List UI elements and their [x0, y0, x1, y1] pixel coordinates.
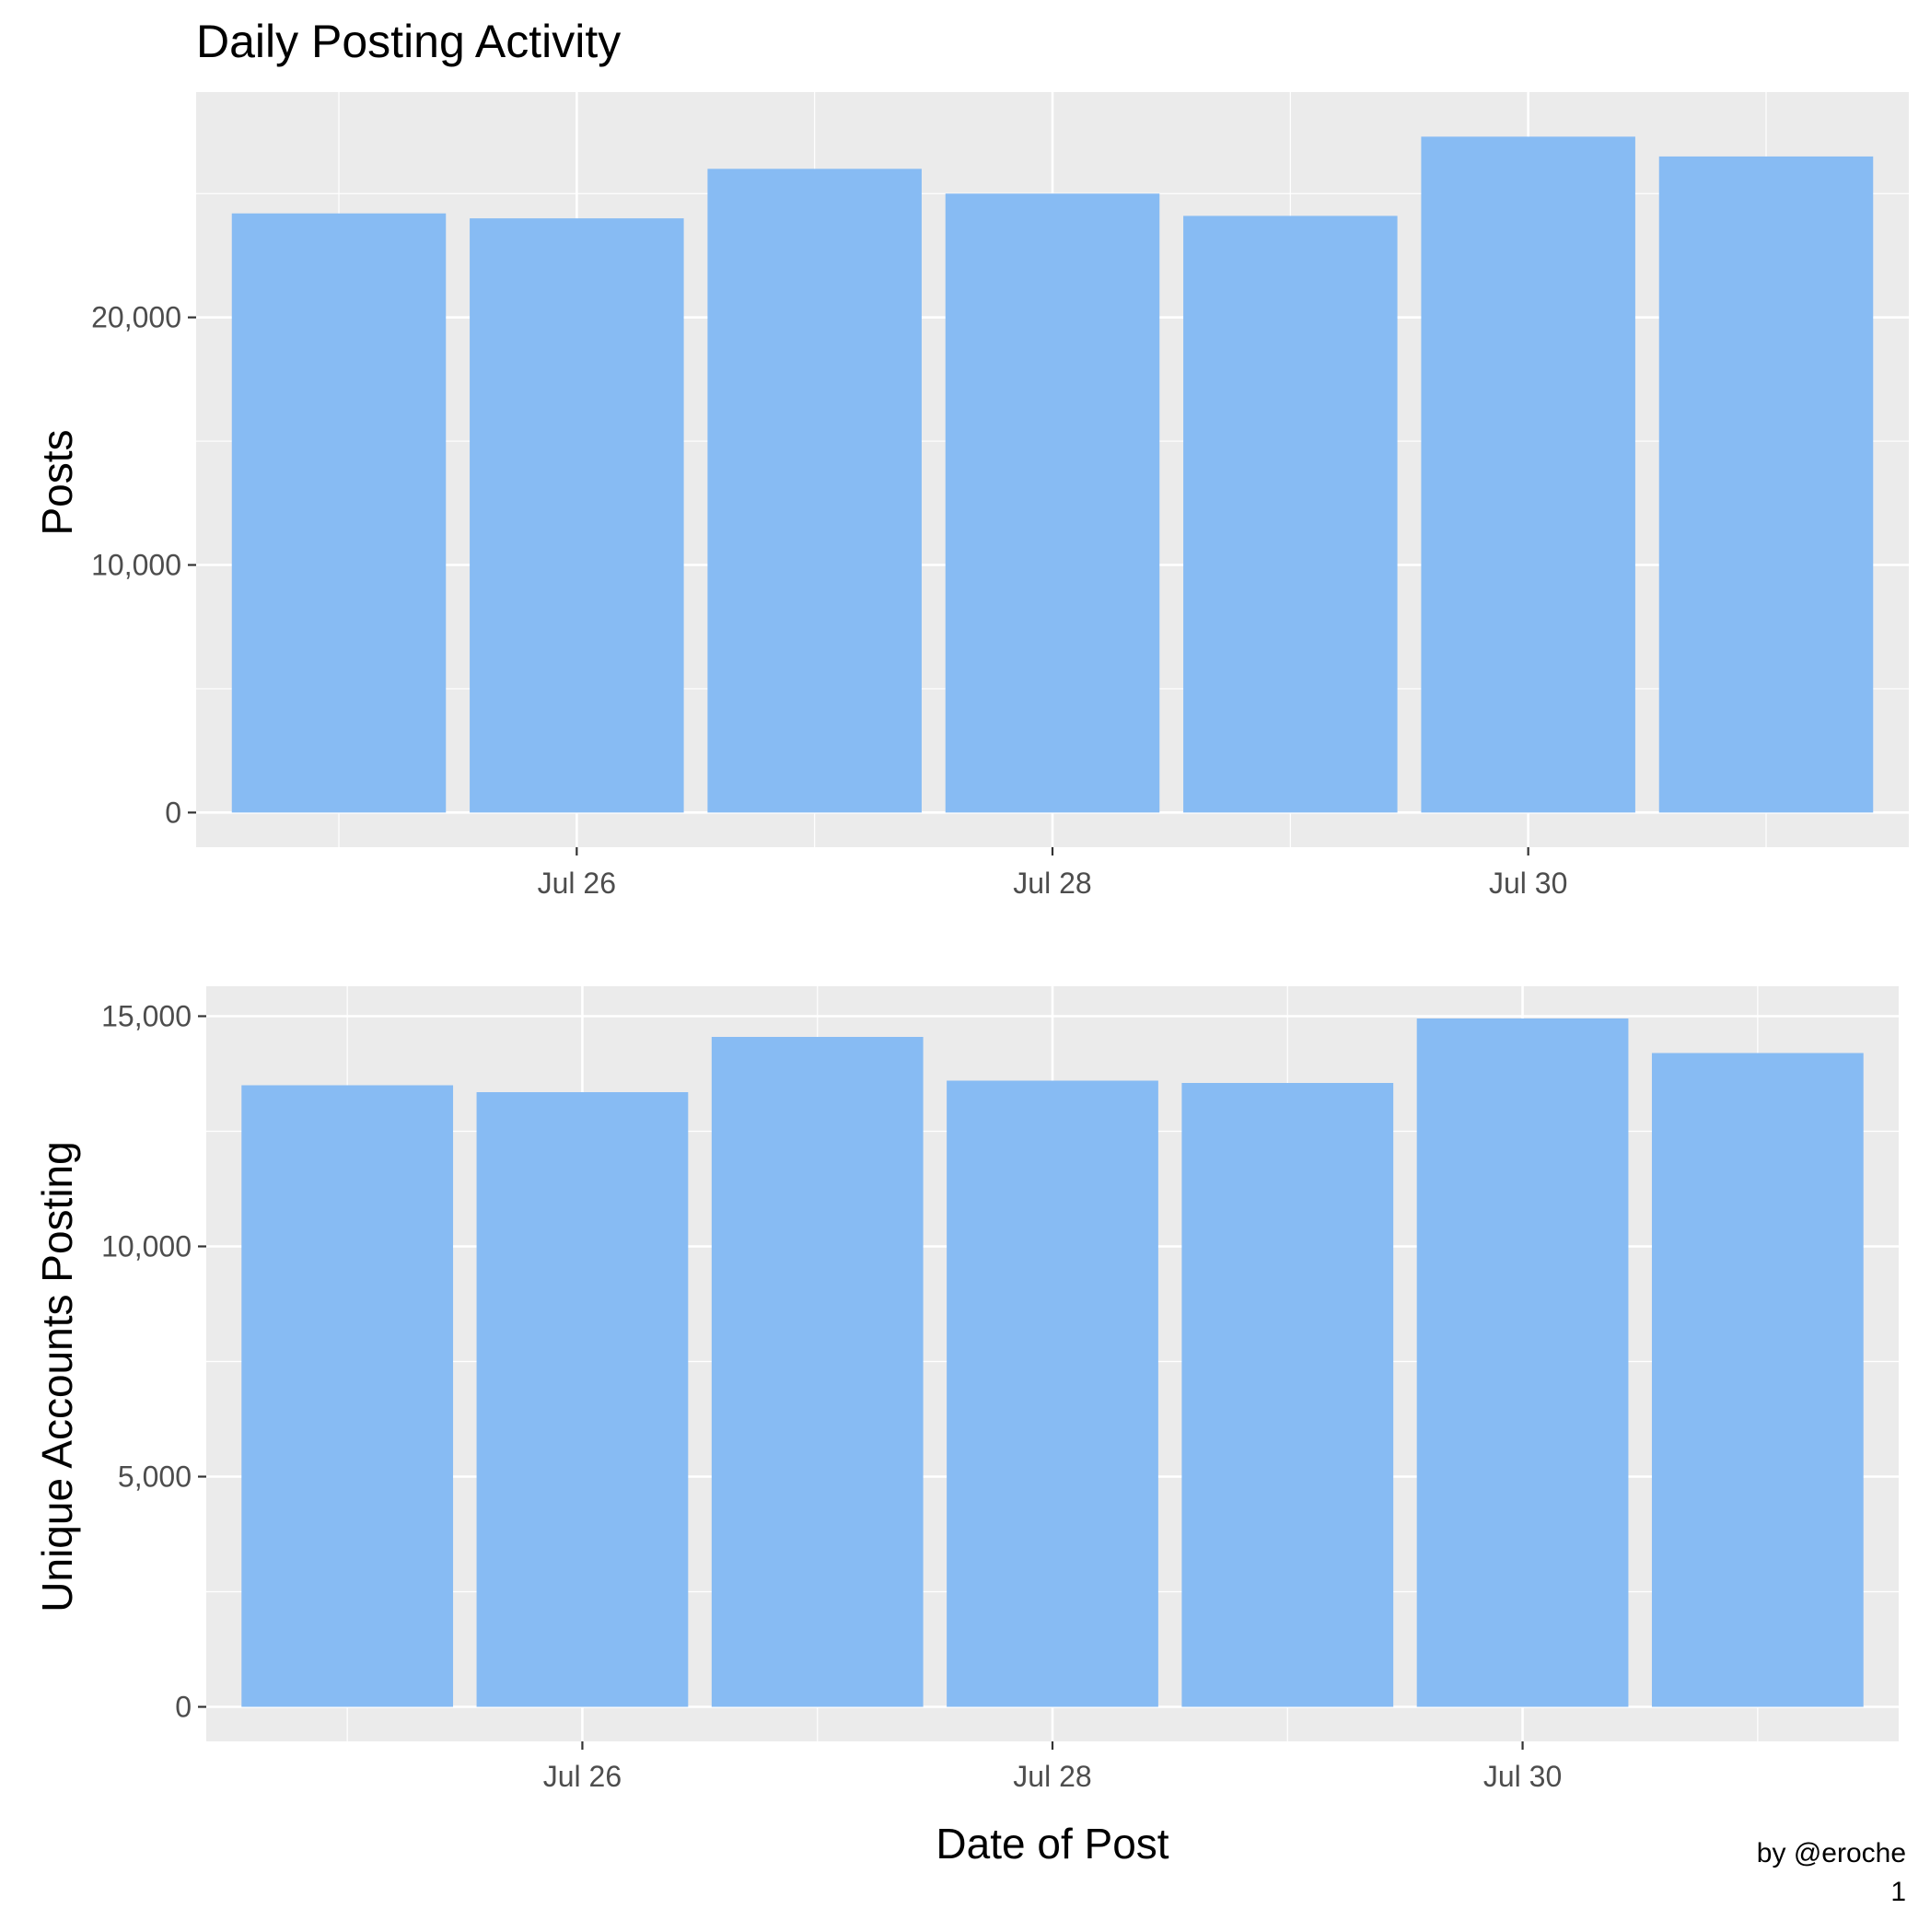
- accounts-panel: 0 5,000 10,000 15,000 Jul 26 Jul 28 Jul 30 Uni…: [33, 986, 1899, 1868]
- x-tick-label: Jul 26: [543, 1760, 622, 1793]
- y-tick-label: 15,000: [101, 1000, 192, 1033]
- y-tick-label: 0: [175, 1691, 192, 1724]
- accounts-y-axis-title: Unique Accounts Posting: [33, 1141, 81, 1612]
- x-tick-label: Jul 28: [1013, 867, 1091, 900]
- bar: [945, 193, 1160, 813]
- x-tick-label: Jul 26: [538, 867, 616, 900]
- bar: [711, 1037, 924, 1707]
- y-tick-label: 10,000: [101, 1230, 192, 1263]
- x-tick-label: Jul 30: [1483, 1760, 1562, 1793]
- bar: [1183, 215, 1398, 813]
- x-tick-label: Jul 28: [1013, 1760, 1091, 1793]
- x-axis-title: Date of Post: [936, 1820, 1168, 1868]
- caption: by @eroche: [1757, 1838, 1906, 1868]
- bar: [1181, 1083, 1394, 1707]
- x-tick-label: Jul 30: [1489, 867, 1567, 900]
- y-tick-label: 5,000: [118, 1461, 192, 1494]
- y-tick-label: 10,000: [91, 549, 181, 582]
- bar: [241, 1085, 454, 1707]
- bar: [476, 1092, 689, 1707]
- accounts-bars: [241, 1018, 1864, 1707]
- y-tick-label: 0: [165, 796, 181, 829]
- chart-title: Daily Posting Activity: [196, 16, 621, 67]
- bar: [470, 218, 684, 813]
- posts-bars: [231, 136, 1874, 813]
- bar: [1421, 136, 1635, 813]
- posts-panel: 0 10,000 20,000 Jul 26 Jul 28 Jul 30 Posts: [33, 92, 1909, 900]
- bar: [1658, 156, 1874, 813]
- page-number: 1: [1890, 1877, 1906, 1907]
- bar: [231, 213, 447, 813]
- bar: [1651, 1053, 1864, 1707]
- bar: [947, 1080, 1158, 1707]
- posts-axes: 0 10,000 20,000 Jul 26 Jul 28 Jul 30: [91, 301, 1567, 900]
- bar: [707, 169, 922, 813]
- accounts-axes: 0 5,000 10,000 15,000 Jul 26 Jul 28 Jul 30: [101, 1000, 1562, 1794]
- y-tick-label: 20,000: [91, 301, 181, 334]
- posts-y-axis-title: Posts: [33, 429, 81, 535]
- bar: [1416, 1018, 1629, 1707]
